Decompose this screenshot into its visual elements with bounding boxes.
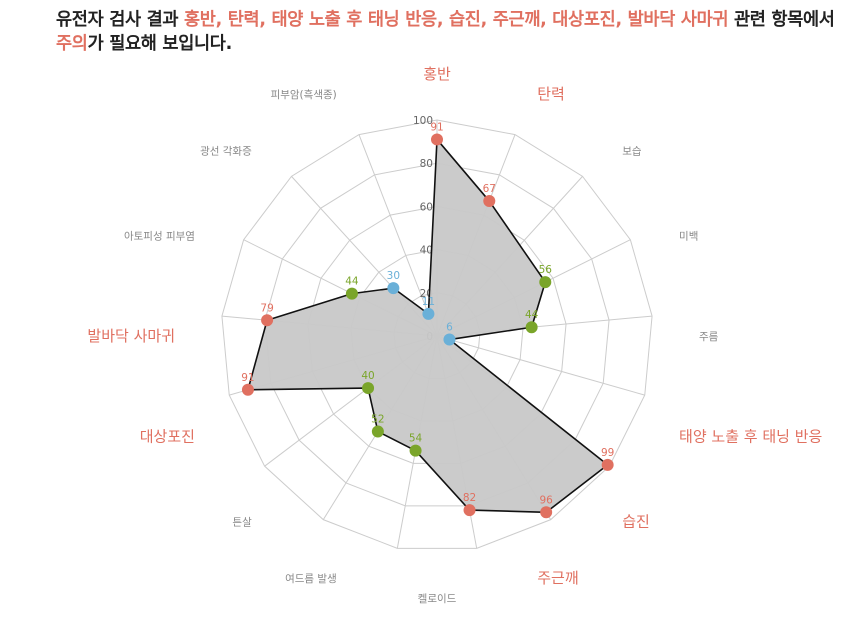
data-point — [539, 276, 552, 289]
data-value-label: 99 — [601, 447, 614, 459]
data-value-label: 67 — [483, 183, 496, 195]
tick-label: 60 — [420, 201, 433, 213]
data-point — [261, 314, 274, 327]
data-value-label: 44 — [525, 309, 539, 321]
data-value-label: 56 — [539, 264, 553, 276]
data-point — [409, 444, 422, 457]
category-label: 탄력 — [537, 85, 565, 103]
category-label: 홍반 — [423, 65, 451, 83]
grid-ring-100 — [221, 119, 653, 549]
data-point — [241, 383, 254, 396]
data-point — [362, 382, 375, 395]
data-value-label: 40 — [361, 370, 374, 382]
radar-area-polygon — [247, 138, 609, 514]
category-label: 미백 — [679, 231, 698, 243]
data-value-label: 6 — [446, 322, 453, 334]
headline-suffix: 관련 항목에서 — [728, 10, 835, 30]
data-point — [387, 282, 400, 295]
category-label: 주근깨 — [537, 569, 578, 587]
data-value-label: 91 — [430, 121, 443, 133]
category-label: 튼살 — [232, 516, 252, 528]
data-point — [601, 458, 614, 471]
data-point — [371, 425, 384, 438]
data-point — [540, 506, 553, 519]
radar-area — [247, 138, 609, 514]
category-label: 발바닥 사마귀 — [87, 327, 175, 345]
data-value-label: 54 — [409, 433, 423, 445]
data-value-label: 30 — [387, 270, 400, 282]
tick-label: 100 — [413, 115, 433, 127]
headline: 유전자 검사 결과 홍반, 탄력, 태양 노출 후 태닝 반응, 습진, 주근깨… — [56, 8, 836, 56]
radar-value-labels: 91 67 56 44 6 99 96 82 54 52 40 91 79 44 30 11 — [241, 121, 614, 506]
grid-spoke — [358, 134, 438, 337]
data-point — [345, 287, 358, 300]
data-point — [463, 504, 476, 517]
data-value-label: 11 — [422, 296, 435, 308]
category-label: 대상포진 — [140, 427, 195, 445]
tick-label: 40 — [420, 245, 433, 257]
category-label: 피부암(흑색종) — [271, 88, 337, 101]
category-label: 습진 — [622, 512, 650, 530]
category-label: 켈로이드 — [418, 593, 457, 605]
headline-caution-suffix: 가 필요해 보입니다. — [87, 34, 233, 54]
data-point — [422, 307, 435, 320]
category-label: 아토피성 피부염 — [124, 231, 195, 243]
category-label: 주름 — [699, 331, 719, 343]
headline-prefix: 유전자 검사 결과 — [56, 10, 184, 30]
category-label: 태양 노출 후 태닝 반응 — [679, 427, 822, 445]
category-label: 보습 — [622, 146, 642, 158]
headline-caution-word: 주의 — [56, 34, 88, 54]
data-point — [483, 195, 496, 208]
category-label: 여드름 발생 — [285, 573, 337, 585]
category-label: 광선 각화증 — [200, 146, 252, 158]
data-value-label: 96 — [539, 494, 553, 506]
data-value-label: 91 — [241, 372, 254, 384]
data-point — [431, 133, 443, 146]
grid-spoke — [436, 335, 645, 396]
radar-points — [241, 133, 614, 519]
data-point — [443, 333, 456, 346]
data-value-label: 44 — [345, 276, 359, 288]
grid-ring-80 — [264, 162, 610, 507]
data-value-label: 79 — [260, 302, 273, 314]
data-value-label: 82 — [463, 492, 476, 504]
data-value-label: 52 — [371, 413, 384, 425]
tick-label: 80 — [420, 158, 433, 170]
data-point — [525, 321, 538, 334]
headline-highlight-items: 홍반, 탄력, 태양 노출 후 태닝 반응, 습진, 주근깨, 대상포진, 발바… — [183, 10, 729, 30]
